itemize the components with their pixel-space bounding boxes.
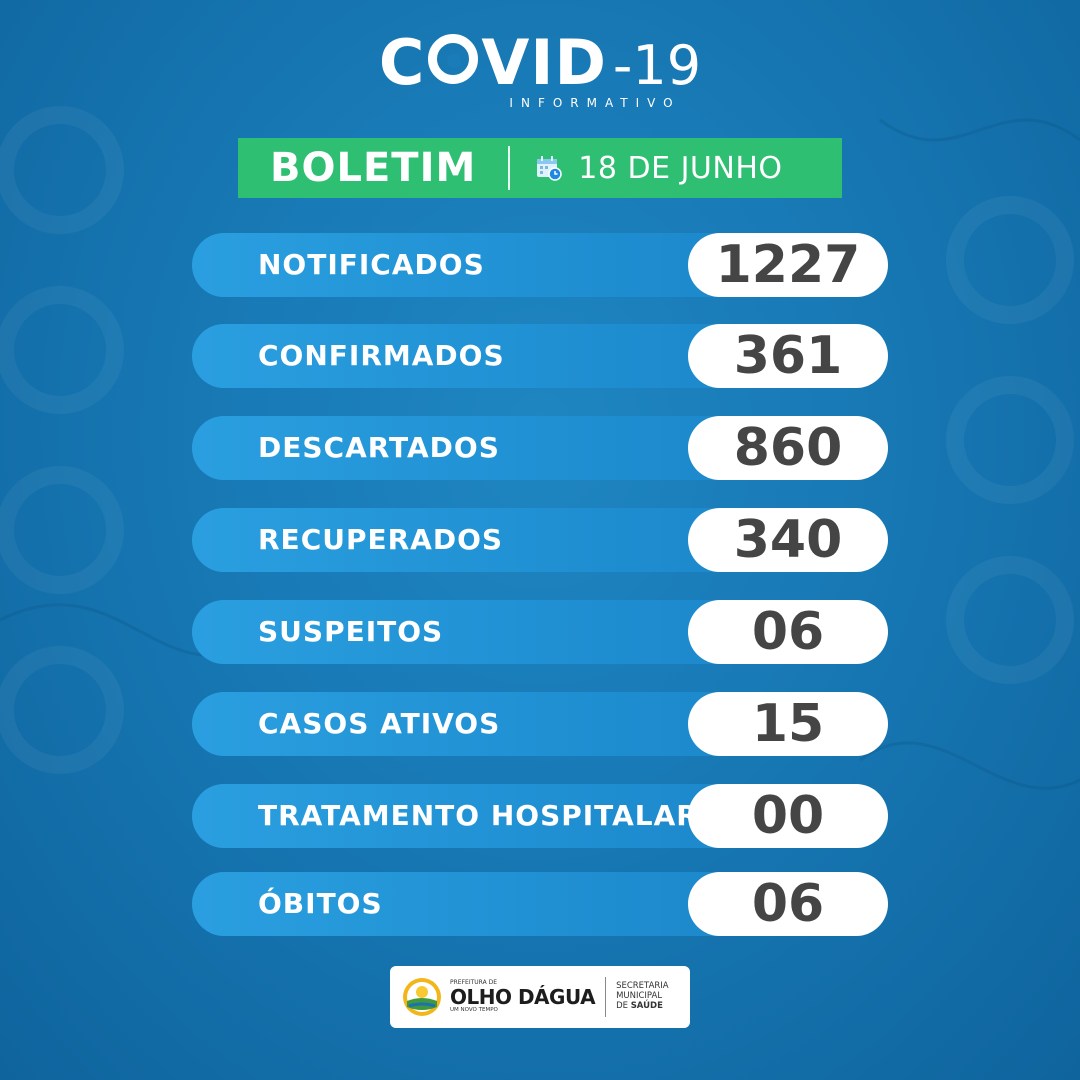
- stat-value: 00: [688, 784, 888, 848]
- stat-row-recuperados: RECUPERADOS 340: [192, 508, 888, 572]
- stat-value: 06: [688, 872, 888, 936]
- calendar-clock-icon: [537, 156, 563, 181]
- secretaria-line-3: DE SAÚDE: [616, 1000, 669, 1012]
- subtitle: INFORMATIVO: [509, 96, 681, 110]
- boletim-divider: [508, 146, 511, 190]
- stat-row-obitos: ÓBITOS 06: [192, 872, 888, 936]
- stat-row-tratamento-hospitalar: TRATAMENTO HOSPITALAR 00: [192, 784, 888, 848]
- boletim-banner: BOLETIM 18 DE JUNHO: [238, 138, 842, 198]
- stat-label: CASOS ATIVOS: [258, 707, 501, 740]
- city-slogan: UM NOVO TEMPO: [450, 1007, 498, 1014]
- stat-value: 340: [688, 508, 888, 572]
- logo-divider: [605, 977, 607, 1017]
- stat-value: 1227: [688, 233, 888, 297]
- stat-label: RECUPERADOS: [258, 523, 504, 556]
- secretaria-line-1: SECRETARIA: [616, 981, 669, 992]
- stat-value: 15: [688, 692, 888, 756]
- city-name: OLHO DÁGUA: [450, 985, 596, 1010]
- footer-logo: PREFEITURA DE OLHO DÁGUA UM NOVO TEMPO S…: [390, 966, 690, 1028]
- stat-label: DESCARTADOS: [258, 431, 500, 464]
- stat-label: NOTIFICADOS: [258, 248, 485, 281]
- boletim-label: BOLETIM: [270, 145, 477, 191]
- stat-value: 860: [688, 416, 888, 480]
- stat-row-descartados: DESCARTADOS 860: [192, 416, 888, 480]
- stat-row-notificados: NOTIFICADOS 1227: [192, 233, 888, 297]
- stat-label: ÓBITOS: [258, 887, 383, 920]
- covid-title-rest: VID: [481, 26, 607, 99]
- stat-row-confirmados: CONFIRMADOS 361: [192, 324, 888, 388]
- secretaria-line-3-prefix: DE: [616, 1000, 631, 1011]
- stat-label: CONFIRMADOS: [258, 339, 505, 372]
- secretaria-label: SECRETARIA MUNICIPAL DE SAÚDE: [616, 982, 669, 1011]
- stat-value: 361: [688, 324, 888, 388]
- stat-value: 06: [688, 600, 888, 664]
- boletim-date: 18 DE JUNHO: [578, 150, 783, 186]
- city-logo-text: PREFEITURA DE OLHO DÁGUA UM NOVO TEMPO: [450, 979, 596, 1014]
- secretaria-line-2: MUNICIPAL: [616, 991, 663, 1002]
- city-emblem-icon: [403, 978, 441, 1016]
- secretaria-saude: SAÚDE: [630, 1000, 663, 1011]
- header: C VID -19 INFORMATIVO: [0, 32, 1080, 111]
- virus-icon: [428, 34, 479, 84]
- covid-title-text: C: [378, 26, 426, 99]
- covid-title: C VID -19: [379, 32, 701, 94]
- stat-row-suspeitos: SUSPEITOS 06: [192, 600, 888, 664]
- stat-label: SUSPEITOS: [258, 615, 444, 648]
- covid-title-number: -19: [612, 34, 702, 97]
- prefeitura-label: PREFEITURA DE: [450, 979, 497, 987]
- stat-label: TRATAMENTO HOSPITALAR: [258, 799, 699, 832]
- stat-row-casos-ativos: CASOS ATIVOS 15: [192, 692, 888, 756]
